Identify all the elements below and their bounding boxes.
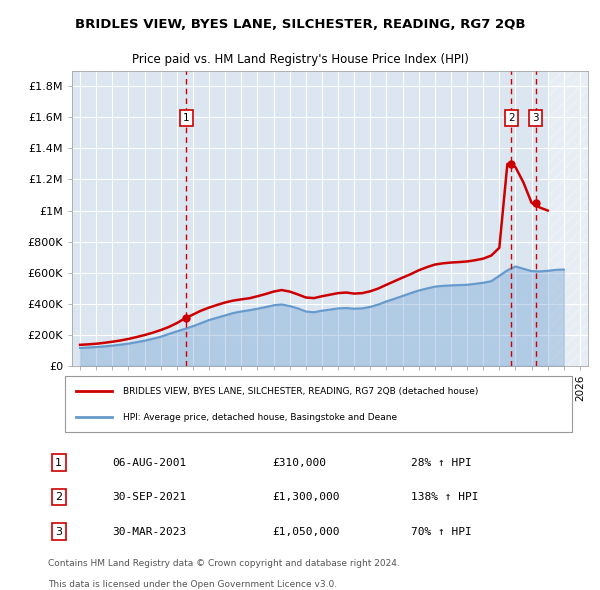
Text: BRIDLES VIEW, BYES LANE, SILCHESTER, READING, RG7 2QB (detached house): BRIDLES VIEW, BYES LANE, SILCHESTER, REA… — [122, 386, 478, 396]
Text: 2: 2 — [55, 492, 62, 502]
Text: 3: 3 — [532, 113, 539, 123]
Text: 138% ↑ HPI: 138% ↑ HPI — [411, 492, 479, 502]
Text: £1,300,000: £1,300,000 — [272, 492, 340, 502]
Text: BRIDLES VIEW, BYES LANE, SILCHESTER, READING, RG7 2QB: BRIDLES VIEW, BYES LANE, SILCHESTER, REA… — [75, 18, 525, 31]
Text: £310,000: £310,000 — [272, 458, 326, 467]
Text: 1: 1 — [183, 113, 190, 123]
Text: 1: 1 — [55, 458, 62, 467]
Text: This data is licensed under the Open Government Licence v3.0.: This data is licensed under the Open Gov… — [48, 579, 337, 589]
Text: 70% ↑ HPI: 70% ↑ HPI — [411, 527, 472, 536]
Text: HPI: Average price, detached house, Basingstoke and Deane: HPI: Average price, detached house, Basi… — [122, 412, 397, 422]
Text: 3: 3 — [55, 527, 62, 536]
Text: 30-SEP-2021: 30-SEP-2021 — [112, 492, 187, 502]
Text: 30-MAR-2023: 30-MAR-2023 — [112, 527, 187, 536]
Bar — [548, 71, 588, 366]
FancyBboxPatch shape — [65, 376, 572, 432]
Text: £1,050,000: £1,050,000 — [272, 527, 340, 536]
Text: 28% ↑ HPI: 28% ↑ HPI — [411, 458, 472, 467]
Text: Price paid vs. HM Land Registry's House Price Index (HPI): Price paid vs. HM Land Registry's House … — [131, 53, 469, 66]
Text: Contains HM Land Registry data © Crown copyright and database right 2024.: Contains HM Land Registry data © Crown c… — [48, 559, 400, 568]
Text: 2: 2 — [508, 113, 515, 123]
Text: 06-AUG-2001: 06-AUG-2001 — [112, 458, 187, 467]
